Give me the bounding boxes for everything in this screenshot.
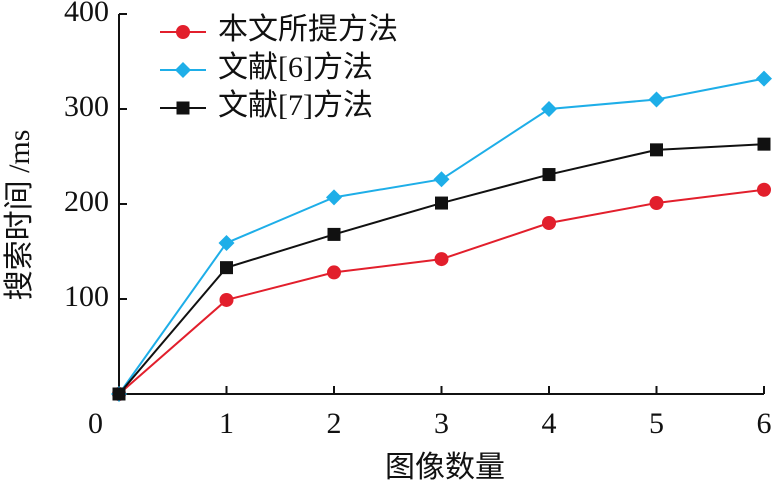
- y-tick-label: 200: [64, 185, 109, 218]
- marker: [757, 182, 771, 197]
- marker: [219, 292, 234, 307]
- marker: [435, 196, 448, 210]
- x-tick-label: 2: [327, 407, 342, 440]
- x-tick-label: 0: [88, 407, 103, 440]
- marker: [112, 387, 126, 401]
- y-tick-label: 400: [64, 0, 109, 28]
- marker: [218, 234, 235, 251]
- marker: [757, 137, 771, 151]
- y-tick-label: 300: [64, 90, 109, 123]
- marker: [327, 227, 341, 241]
- marker: [220, 261, 233, 275]
- x-tick-label: 5: [649, 407, 664, 440]
- marker: [650, 143, 663, 157]
- marker: [433, 171, 450, 188]
- x-tick-label: 6: [757, 407, 772, 440]
- marker: [434, 252, 449, 267]
- legend-label: 文献[6]方法: [218, 51, 373, 84]
- marker: [648, 91, 665, 108]
- x-tick-label: 4: [542, 407, 557, 440]
- legend-label: 本文所提方法: [218, 13, 398, 46]
- x-axis-label: 图像数量: [385, 451, 505, 484]
- x-tick-label: 1: [219, 407, 234, 440]
- legend-marker: [176, 25, 190, 39]
- y-axis-label: 搜索时间 /ms: [3, 130, 36, 301]
- marker: [327, 265, 341, 280]
- legend-marker: [175, 62, 191, 78]
- series-line: [118, 188, 765, 395]
- legend-marker: [176, 101, 190, 115]
- marker: [756, 70, 772, 87]
- marker: [326, 189, 342, 206]
- marker: [542, 216, 556, 230]
- y-tick-label: 100: [64, 280, 109, 313]
- marker: [541, 101, 557, 117]
- series-line: [118, 77, 765, 395]
- x-tick-label: 3: [434, 407, 449, 440]
- marker: [542, 168, 556, 182]
- marker: [649, 196, 664, 211]
- legend-label: 文献[7]方法: [218, 89, 373, 122]
